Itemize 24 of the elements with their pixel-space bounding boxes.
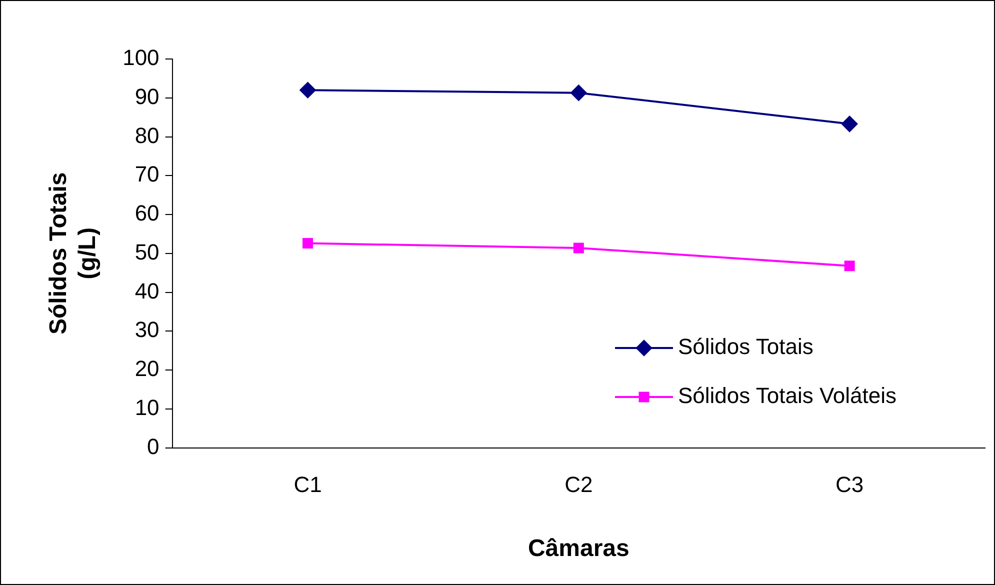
point: [570, 84, 587, 101]
legend-label: Sólidos Totais: [678, 334, 814, 360]
point: [573, 242, 584, 254]
y-tick-label: 30: [134, 317, 160, 342]
point: [842, 116, 858, 132]
y-tick-label: 0: [147, 434, 160, 459]
x-axis-title: Câmaras: [528, 535, 630, 562]
y-tick-label: 20: [134, 356, 160, 382]
x-tick-label: C1: [294, 472, 322, 498]
y-tick-label: 90: [134, 84, 160, 109]
point: [844, 260, 855, 272]
y-tick-label: 100: [122, 45, 160, 70]
point: [302, 238, 313, 249]
y-tick-label: 10: [134, 394, 160, 420]
y-tick-label: 70: [134, 162, 160, 187]
y-axis-title: Sólidos Totais (g/L): [45, 172, 101, 335]
y-tick-label: 50: [134, 239, 160, 264]
x-tick-label: C2: [564, 472, 593, 498]
y-tick-label: 60: [134, 200, 160, 226]
y-tick-label: 80: [134, 122, 160, 148]
x-tick-label: C3: [835, 472, 864, 498]
legend-label: Sólidos Totais Voláteis: [678, 383, 897, 408]
point: [300, 82, 316, 98]
y-tick-label: 40: [134, 278, 160, 304]
